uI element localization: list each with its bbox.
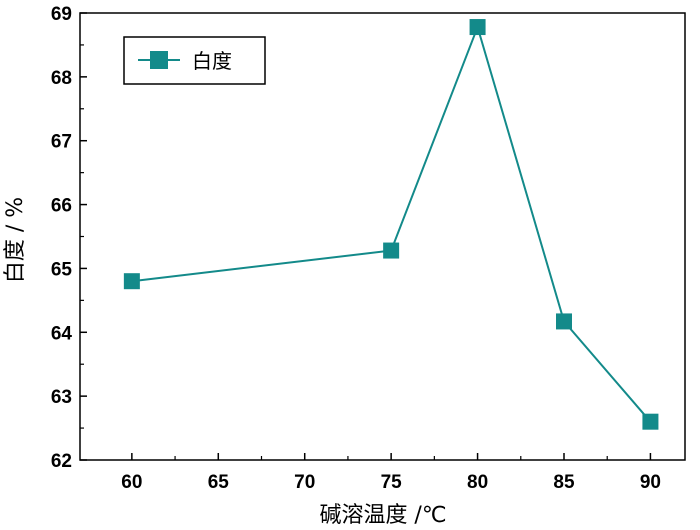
y-tick-label: 65 xyxy=(51,259,73,280)
data-point xyxy=(383,242,400,259)
series-line xyxy=(131,23,652,423)
x-tick-label: 75 xyxy=(381,472,403,493)
y-tick-label: 68 xyxy=(51,68,72,89)
axes-group: 60 65 70 75 80 85 90 62 63 64 65 66 67 68 69 xyxy=(51,4,686,493)
y-tick-label: 62 xyxy=(51,451,72,472)
y-tick-label: 67 xyxy=(51,132,72,153)
data-point xyxy=(556,313,572,330)
data-point xyxy=(123,273,140,290)
data-point xyxy=(642,413,659,430)
y-tick-label: 63 xyxy=(51,387,72,408)
x-tick-label: 80 xyxy=(467,472,488,493)
x-tick-label: 60 xyxy=(121,472,142,493)
x-axis-title: 碱溶温度 /℃ xyxy=(319,503,446,528)
series-group xyxy=(123,19,659,430)
y-axis-title: 白度 / % xyxy=(3,197,28,283)
x-tick-label: 70 xyxy=(294,472,315,493)
y-tick-label: 64 xyxy=(51,323,73,344)
legend-marker xyxy=(150,51,168,69)
y-tick-label: 66 xyxy=(51,196,72,217)
y-tick-label: 69 xyxy=(51,4,72,25)
x-tick-label: 85 xyxy=(553,472,575,493)
x-tick-label: 90 xyxy=(640,472,661,493)
legend: 白度 xyxy=(123,36,266,85)
legend-label: 白度 xyxy=(192,49,232,73)
x-tick-label: 65 xyxy=(208,472,230,493)
data-point xyxy=(469,19,486,36)
